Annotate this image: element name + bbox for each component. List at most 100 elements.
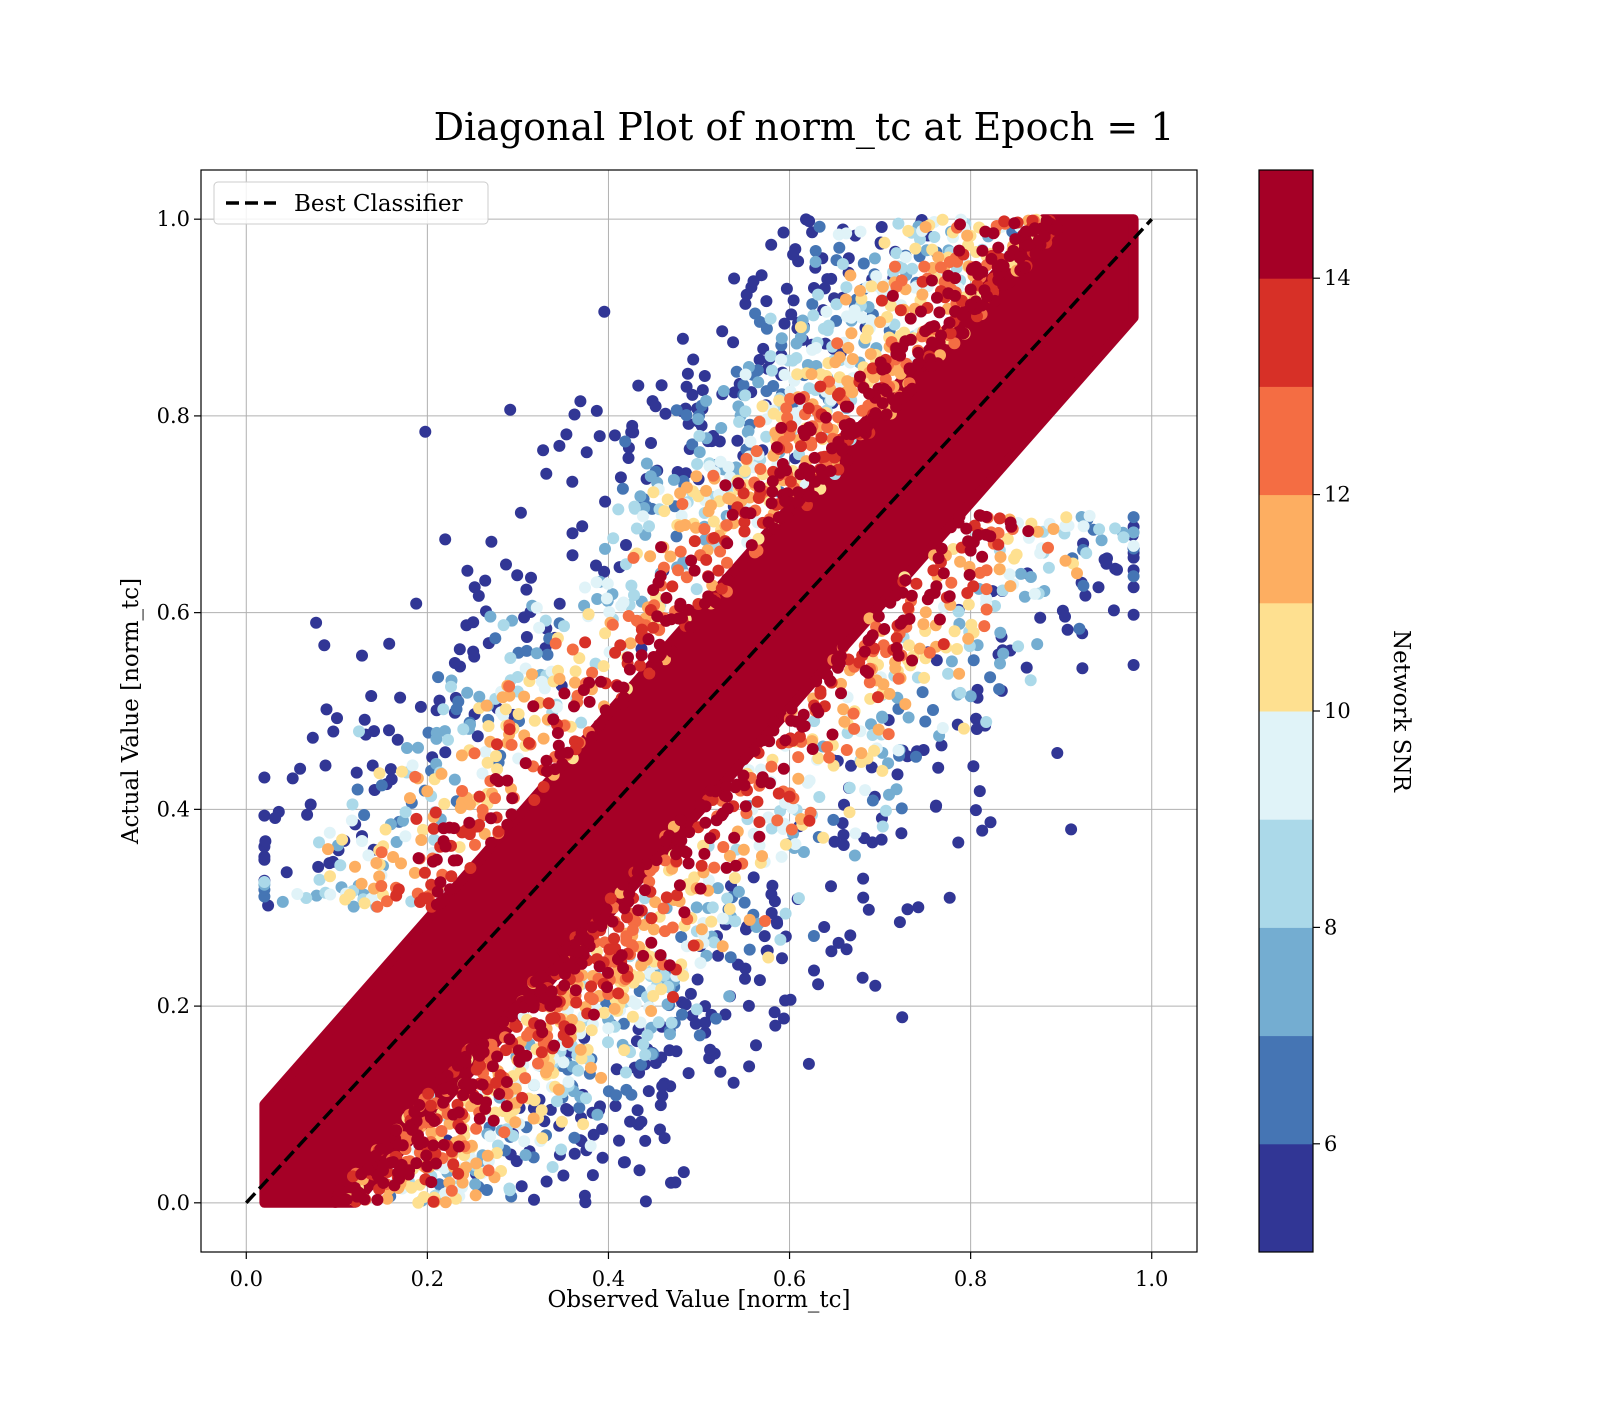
scatter-point (857, 891, 870, 904)
scatter-point (903, 639, 915, 652)
scatter-point (579, 1196, 592, 1209)
scatter-point (802, 402, 815, 415)
scatter-point (828, 835, 841, 848)
scatter-point (599, 542, 611, 555)
scatter-point (603, 943, 616, 956)
x-tick-label: 0.4 (592, 1267, 625, 1291)
scatter-point (766, 485, 779, 498)
scatter-point (448, 657, 461, 669)
scatter-point (437, 1138, 450, 1151)
scatter-point (596, 1151, 609, 1164)
scatter-point (549, 637, 562, 650)
scatter-point (435, 1125, 448, 1137)
scatter-point (1093, 523, 1106, 536)
scatter-point (1047, 523, 1060, 535)
scatter-point (1042, 541, 1054, 554)
scatter-point (984, 816, 997, 829)
scatter-point (280, 866, 293, 879)
scatter-point (545, 985, 558, 998)
scatter-point (840, 943, 853, 956)
scatter-point (943, 316, 956, 329)
scatter-point (484, 1130, 497, 1143)
scatter-point (1080, 547, 1093, 560)
scatter-point (1065, 823, 1078, 836)
scatter-point (1092, 581, 1105, 594)
scatter-point (650, 854, 663, 867)
scatter-point (892, 217, 905, 230)
scatter-point (634, 490, 647, 503)
scatter-point (333, 1184, 346, 1197)
scatter-point (729, 859, 742, 872)
scatter-point (517, 1001, 530, 1014)
scatter-point (664, 1028, 676, 1041)
scatter-point (362, 849, 375, 862)
scatter-point (1127, 570, 1140, 583)
scatter-point (993, 563, 1006, 576)
scatter-point (876, 764, 889, 777)
scatter-point (953, 667, 966, 680)
scatter-point (743, 943, 756, 956)
scatter-point (916, 288, 929, 301)
scatter-point (597, 660, 610, 673)
scatter-point (809, 245, 822, 257)
scatter-point (623, 663, 636, 676)
scatter-point (942, 269, 955, 282)
scatter-point (675, 834, 688, 847)
scatter-point (320, 703, 333, 716)
scatter-point (775, 850, 788, 863)
scatter-point (1034, 611, 1047, 624)
scatter-point (520, 631, 533, 643)
scatter-point (1127, 581, 1140, 594)
scatter-point (765, 760, 778, 773)
scatter-point (465, 1042, 478, 1055)
scatter-point (1127, 526, 1140, 539)
scatter-point (286, 772, 299, 785)
scatter-point (858, 645, 871, 658)
scatter-point (647, 486, 660, 499)
scatter-point (773, 394, 786, 407)
scatter-point (790, 337, 803, 350)
scatter-point (530, 647, 543, 660)
scatter-point (821, 741, 834, 754)
scatter-point (406, 1123, 419, 1136)
scatter-point (387, 851, 400, 863)
scatter-point (672, 564, 684, 577)
scatter-point (918, 671, 931, 684)
scatter-point (712, 949, 724, 962)
scatter-point (601, 981, 613, 994)
scatter-point (688, 871, 701, 884)
scatter-point (558, 979, 571, 992)
scatter-point (676, 332, 689, 345)
scatter-point (892, 672, 905, 685)
scatter-point (765, 238, 778, 251)
scatter-point (566, 527, 579, 540)
scatter-point (696, 384, 709, 397)
scatter-point (603, 606, 616, 619)
scatter-point (792, 495, 805, 508)
scatter-point (503, 1033, 516, 1046)
best-classifier-path (244, 217, 1154, 1205)
scatter-point (1127, 539, 1140, 552)
scatter-point (631, 1104, 644, 1117)
scatter-point (639, 1195, 652, 1208)
scatter-point (905, 589, 918, 602)
scatter-point (355, 877, 368, 890)
scatter-point (598, 913, 611, 925)
scatter-point (747, 275, 760, 288)
scatter-point (1015, 567, 1027, 580)
scatter-point (974, 509, 987, 522)
scatter-point (681, 367, 694, 380)
scatter-point (443, 1117, 456, 1130)
scatter-point (704, 832, 717, 845)
scatter-point (622, 895, 635, 908)
scatter-point (468, 747, 481, 760)
scatter-point (484, 610, 497, 623)
scatter-point (772, 511, 785, 524)
scatter-point (536, 1132, 549, 1145)
scatter-point (599, 704, 612, 717)
scatter-point (935, 739, 948, 752)
scatter-point (385, 773, 398, 786)
scatter-point (792, 892, 805, 905)
scatter-point (772, 787, 785, 800)
scatter-point (1127, 608, 1140, 621)
